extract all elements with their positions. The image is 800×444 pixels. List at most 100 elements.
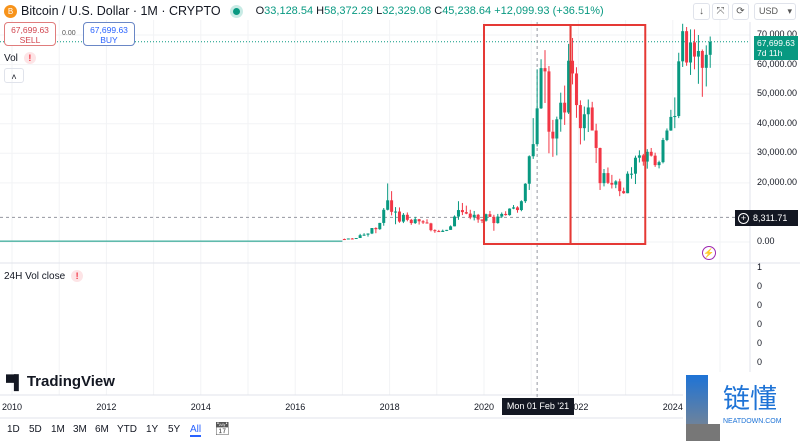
candle-body	[578, 105, 582, 129]
candle-body	[614, 181, 618, 185]
spread-value: 0.00	[62, 30, 76, 37]
currency-select[interactable]: USD ▾	[754, 3, 796, 20]
candle-body	[653, 155, 657, 166]
candle-body	[508, 208, 512, 216]
candle-body	[409, 219, 413, 224]
candle-body	[567, 60, 571, 113]
timeframe-6m[interactable]: 6M	[95, 424, 109, 435]
candle-body	[551, 131, 555, 139]
warning-icon[interactable]: !	[23, 52, 36, 64]
candle-body	[386, 200, 390, 210]
collapse-button[interactable]: ˄	[4, 68, 24, 83]
candle-body	[484, 214, 488, 221]
timeframe-1y[interactable]: 1Y	[146, 424, 159, 435]
time-axis-label: 2014	[190, 402, 211, 412]
time-axis-label: 2022	[568, 402, 589, 412]
candle-body	[519, 201, 523, 211]
buy-button[interactable]: 67,699.63 BUY	[83, 22, 135, 46]
candle-body	[582, 114, 586, 129]
candle-body	[515, 207, 519, 211]
candle-body	[633, 157, 637, 174]
candle-body	[622, 191, 626, 194]
candle-body	[437, 231, 441, 233]
lightning-icon[interactable]: ⚡	[702, 246, 716, 260]
candle-body	[464, 212, 468, 214]
volume-axis-label: 0	[757, 281, 763, 291]
candle-body	[358, 235, 362, 239]
candle-body	[594, 130, 598, 148]
chevron-down-icon: ▾	[787, 6, 792, 16]
candle-body	[413, 219, 417, 224]
timeframe-1m[interactable]: 1M	[51, 424, 65, 435]
timeframe-ytd[interactable]: YTD	[117, 424, 137, 435]
sell-button[interactable]: 67,699.63 SELL	[4, 22, 56, 46]
calendar-range-icon[interactable]: 📅︎	[214, 421, 231, 436]
timeframe-1d[interactable]: 1D	[7, 424, 20, 435]
candle-body	[488, 214, 492, 217]
candle-body	[527, 156, 531, 184]
volume-axis-label: 0	[757, 338, 763, 348]
tradingview-logo[interactable]: ▀▌ TradingView	[6, 373, 115, 390]
volume-axis-label: 1	[757, 262, 763, 272]
candle-body	[571, 60, 575, 74]
candle-body	[468, 213, 472, 218]
time-axis-label: 2020	[474, 402, 495, 412]
time-axis-label: 2024	[662, 402, 683, 412]
vol-indicator[interactable]: Vol!	[4, 52, 36, 64]
price-axis-label: 50,000.00	[757, 88, 798, 99]
candle-body	[425, 222, 429, 224]
candle-body	[382, 209, 386, 223]
candle-body	[696, 50, 700, 57]
crosshair-price-label: +8,311.71	[735, 210, 798, 226]
candle-body	[456, 210, 460, 217]
candle-body	[637, 155, 641, 158]
candle-body	[685, 31, 689, 63]
candle-body	[429, 223, 433, 231]
timeframe-3m[interactable]: 3M	[73, 424, 87, 435]
volume-axis-label: 0	[757, 319, 763, 329]
candle-body	[378, 222, 382, 230]
price-axis-label: 70,000.00	[757, 29, 798, 39]
ohlc-values: O33,128.54 H58,372.29 L32,329.08 C45,238…	[255, 5, 604, 17]
timeframe-5d[interactable]: 5D	[29, 424, 42, 435]
candle-body	[354, 238, 358, 240]
candle-body	[390, 200, 394, 212]
candle-body	[531, 144, 535, 157]
candle-body	[598, 147, 602, 184]
timeframe-all[interactable]: All	[190, 424, 202, 437]
price-axis-label: 30,000.00	[757, 147, 798, 158]
timeframe-5y[interactable]: 5Y	[168, 424, 181, 435]
warning-icon[interactable]: !	[71, 270, 84, 282]
candle-body	[618, 181, 622, 192]
price-axis-label: 20,000.00	[757, 176, 798, 187]
candle-body	[700, 50, 704, 68]
candle-body	[630, 173, 634, 175]
fullscreen-button[interactable]: ⤧	[712, 3, 729, 20]
candle-body	[401, 214, 405, 222]
candle-body	[476, 214, 480, 220]
vol24-indicator[interactable]: 24H Vol close!	[4, 270, 84, 282]
screenshot-button[interactable]: ⟳	[732, 3, 749, 20]
symbol-header: B Bitcoin / U.S. Dollar · 1M · CRYPTO O3…	[4, 4, 604, 18]
candle-body	[374, 228, 378, 230]
candle-body	[669, 116, 673, 131]
down-arrow-button[interactable]: ↓	[693, 3, 710, 20]
candle-body	[394, 211, 398, 213]
price-axis-label: 40,000.00	[757, 117, 798, 128]
candle-body	[346, 238, 350, 240]
candle-body	[563, 102, 567, 113]
candle-body	[492, 216, 496, 224]
candle-body	[657, 162, 661, 166]
add-alert-icon[interactable]: +	[738, 213, 749, 224]
candle-body	[397, 211, 401, 222]
symbol-title[interactable]: Bitcoin / U.S. Dollar · 1M · CRYPTO	[21, 4, 221, 18]
candle-body	[645, 151, 649, 162]
candle-body	[362, 234, 366, 236]
watermark-logo: 链懂 NEATDOWN.COM	[683, 372, 800, 444]
candle-body	[574, 73, 578, 106]
candle-body	[453, 216, 457, 227]
bitcoin-icon: B	[4, 4, 17, 18]
candle-body	[460, 210, 464, 213]
candle-body	[602, 173, 606, 184]
